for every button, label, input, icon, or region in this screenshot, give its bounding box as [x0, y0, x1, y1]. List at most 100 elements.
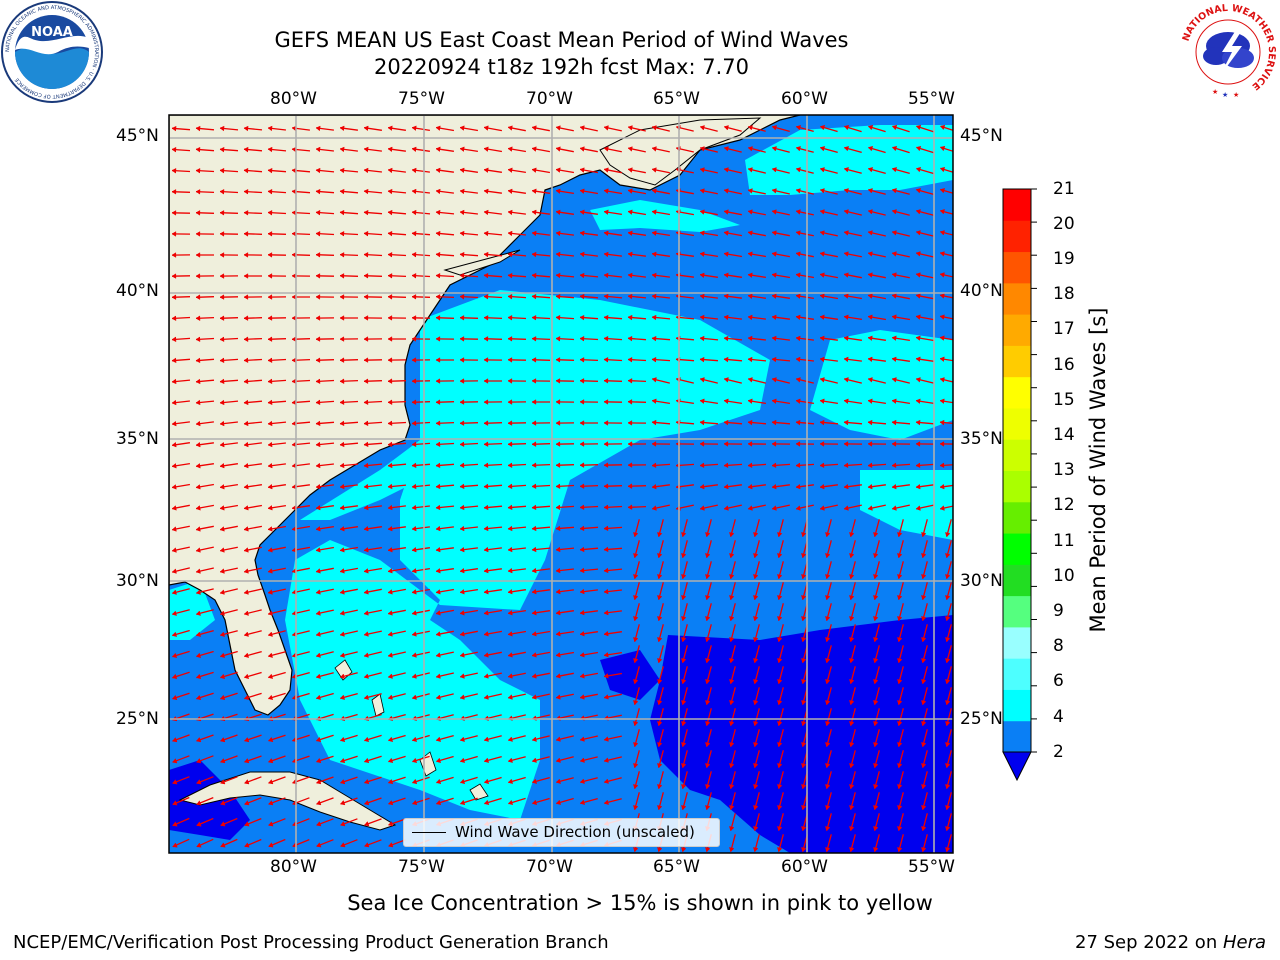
- lat-label-left-35n: 35°N: [116, 429, 159, 449]
- wind-wave-arrow-head: [339, 589, 345, 595]
- wind-wave-arrow-head: [531, 314, 537, 321]
- wind-wave-arrow-head: [819, 505, 825, 511]
- wind-wave-arrow-head: [747, 167, 753, 173]
- wind-wave-arrow-head: [753, 784, 759, 790]
- wind-wave-arrow-head: [172, 821, 178, 827]
- wind-wave-arrow-head: [507, 272, 513, 279]
- wind-wave-arrow-head: [363, 589, 369, 595]
- wind-wave-arrow-head: [195, 399, 201, 406]
- wind-wave-arrow-head: [387, 525, 393, 532]
- wind-wave-arrow-head: [849, 700, 855, 706]
- wind-wave-arrow-head: [633, 763, 639, 769]
- wind-wave-arrow-head: [747, 441, 753, 447]
- wind-wave-arrow-head: [531, 251, 537, 258]
- colorbar-segment: [1003, 251, 1031, 284]
- wind-wave-arrow-head: [867, 145, 874, 152]
- wind-wave-arrow-head: [363, 504, 369, 511]
- wind-wave-arrow-head: [651, 483, 657, 490]
- wind-wave-arrow-head: [435, 272, 441, 279]
- colorbar-tick-16: 16: [1053, 355, 1075, 375]
- wind-wave-arrow-head: [555, 399, 561, 405]
- wind-wave-arrow-head: [603, 251, 609, 258]
- wind-wave-arrow-head: [507, 525, 513, 532]
- wind-wave-arrow-head: [681, 553, 687, 559]
- lon-label-top-70w: 70°W: [526, 89, 573, 109]
- wind-wave-arrow-head: [819, 483, 825, 490]
- wind-wave-arrow-head: [507, 694, 513, 700]
- wind-wave-arrow-head: [705, 679, 711, 685]
- wind-wave-arrow-head: [633, 700, 639, 706]
- wind-wave-arrow-head: [921, 658, 927, 664]
- wind-wave-arrow-head: [819, 377, 825, 383]
- wind-wave-arrow-head: [268, 800, 274, 806]
- lat-label-left-30n: 30°N: [116, 571, 159, 591]
- wind-wave-arrow-head: [747, 398, 753, 404]
- wind-wave-arrow-head: [921, 574, 927, 580]
- wind-wave-arrow-head: [243, 188, 249, 195]
- wind-wave-arrow-head: [339, 736, 346, 743]
- wind-wave-arrow-head: [939, 230, 945, 236]
- wind-wave-arrow-head: [729, 532, 735, 538]
- wind-wave-arrow-head: [681, 721, 687, 727]
- wind-wave-arrow-head: [195, 526, 201, 532]
- wind-wave-arrow-head: [753, 658, 759, 664]
- wind-wave-arrow-head: [801, 637, 807, 643]
- wind-wave-arrow-head: [795, 483, 801, 490]
- wind-wave-arrow-head: [340, 821, 346, 827]
- wind-wave-arrow-head: [267, 441, 273, 448]
- wind-wave-arrow-head: [579, 757, 585, 763]
- wind-wave-arrow-head: [483, 293, 489, 300]
- wind-wave-arrow-head: [195, 589, 201, 595]
- wind-wave-arrow-head: [867, 505, 873, 511]
- wind-wave-arrow-head: [651, 441, 657, 447]
- wind-wave-arrow-head: [388, 820, 394, 827]
- wind-wave-arrow-head: [555, 188, 561, 194]
- wind-wave-arrow-head: [411, 146, 417, 153]
- wind-wave-arrow-head: [723, 505, 729, 511]
- wind-wave-arrow-head: [195, 568, 201, 574]
- wind-wave-arrow-head: [603, 272, 609, 279]
- wind-wave-arrow-head: [195, 210, 201, 216]
- wind-wave-arrow-head: [555, 546, 561, 553]
- wind-wave-arrow-head: [363, 652, 369, 658]
- wind-wave-arrow-head: [867, 293, 873, 299]
- wind-wave-arrow-head: [363, 273, 369, 279]
- wind-wave-arrow-head: [915, 377, 921, 383]
- wind-wave-arrow-head: [849, 679, 855, 685]
- colorbar-segment: [1003, 314, 1031, 346]
- wind-wave-arrow-head: [651, 335, 657, 342]
- wind-wave-arrow-head: [699, 125, 705, 131]
- wind-wave-arrow-head: [603, 356, 609, 363]
- wind-wave-arrow-head: [435, 251, 441, 258]
- wind-wave-arrow-head: [315, 483, 321, 490]
- wind-wave-arrow-head: [723, 441, 729, 447]
- wind-wave-arrow-head: [219, 484, 225, 490]
- wind-wave-arrow-head: [681, 637, 687, 643]
- wind-wave-arrow-head: [219, 441, 225, 448]
- colorbar-segment: [1003, 189, 1031, 221]
- wind-wave-arrow-head: [819, 441, 825, 447]
- map-title: GEFS MEAN US East Coast Mean Period of W…: [274, 28, 849, 52]
- wind-wave-arrow-head: [579, 420, 585, 426]
- wind-wave-arrow-head: [244, 779, 250, 785]
- wind-wave-arrow-head: [531, 209, 537, 216]
- wind-wave-arrow-head: [531, 546, 537, 553]
- wind-wave-arrow-head: [315, 652, 321, 658]
- lon-label-bottom-65w: 65°W: [653, 857, 700, 877]
- wind-wave-arrow-head: [267, 146, 273, 153]
- colorbar-segment: [1003, 626, 1031, 659]
- wind-wave-arrow-head: [873, 805, 879, 811]
- wind-wave-arrow-head: [801, 574, 807, 580]
- wind-wave-arrow-head: [681, 847, 687, 853]
- wind-wave-arrow-head: [219, 547, 225, 553]
- wind-wave-arrow-head: [363, 483, 369, 490]
- wind-wave-arrow-head: [171, 336, 177, 343]
- wind-wave-arrow-head: [172, 800, 178, 806]
- wind-wave-arrow-head: [699, 167, 705, 173]
- wind-wave-arrow-head: [627, 251, 633, 258]
- wind-wave-arrow-head: [843, 419, 849, 426]
- wind-wave-arrow-head: [315, 315, 321, 321]
- wind-wave-arrow-head: [171, 505, 177, 511]
- wind-wave-arrow-head: [723, 462, 729, 469]
